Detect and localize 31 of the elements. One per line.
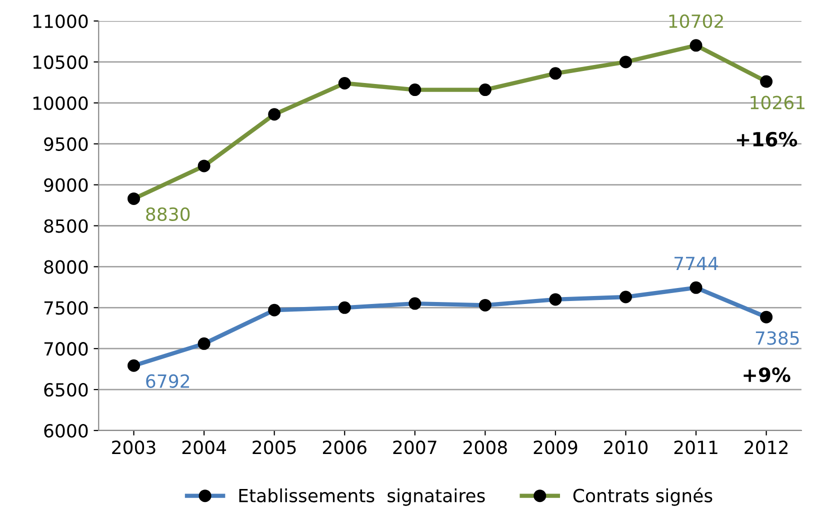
legend-label: Contrats signés (573, 488, 712, 506)
data-label: 7385 (756, 331, 799, 345)
y-tick-label: 10000 (33, 96, 88, 110)
x-tick-label: 2004 (182, 440, 226, 454)
annotation: +16% (736, 132, 798, 147)
y-tick-label: 7000 (44, 342, 88, 356)
data-label: 10702 (669, 14, 723, 28)
y-tick-label: 8000 (44, 260, 88, 274)
annotation: +9% (744, 367, 790, 382)
y-tick-label: 9000 (44, 178, 88, 192)
y-tick-label: 8500 (44, 219, 88, 233)
x-tick-label: 2007 (393, 440, 436, 454)
data-label: 8830 (146, 207, 190, 222)
x-tick-label: 2009 (534, 440, 578, 454)
x-tick-label: 2012 (744, 440, 788, 454)
x-tick-label: 2003 (112, 440, 156, 454)
y-tick-label: 7500 (44, 301, 88, 315)
y-tick-label: 10500 (33, 55, 88, 70)
y-tick-label: 6500 (44, 383, 88, 397)
y-tick-label: 11000 (33, 14, 88, 28)
data-label: 10261 (750, 96, 804, 110)
y-tick-label: 6000 (44, 424, 88, 438)
data-label: 7744 (674, 256, 718, 270)
x-tick-label: 2006 (322, 440, 366, 454)
x-tick-label: 2005 (252, 440, 296, 454)
data-label: 6792 (146, 374, 190, 388)
x-tick-label: 2008 (464, 440, 507, 454)
y-tick-label: 9500 (44, 137, 88, 151)
legend-label: Etablissements signataires (239, 488, 485, 506)
x-tick-label: 2011 (674, 440, 718, 454)
x-tick-label: 2010 (604, 440, 648, 454)
